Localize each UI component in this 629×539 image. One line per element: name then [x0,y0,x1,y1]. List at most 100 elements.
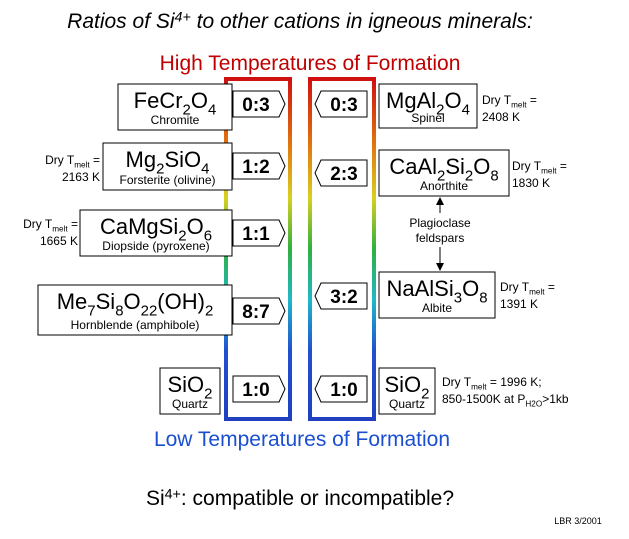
text-part: = [527,93,537,107]
text-line: SiO2 [384,372,429,403]
mineral-box [159,367,221,415]
mineral-name: Hornblende (amphibole) [71,318,200,332]
mineral-box [37,284,233,336]
text-line: Mg2SiO4 [126,147,210,178]
superscript: 4+ [165,487,181,503]
text-line: Dry Tmelt = [23,217,78,234]
mineral-box [378,149,510,197]
subscript: 4 [208,102,216,119]
subscript: 2 [204,386,212,403]
text-part: SiO [384,372,421,397]
mineral-name: Quartz [389,397,425,411]
text-part: 1830 K [512,176,550,190]
text-part: Dry T [500,280,530,294]
text-part: CaAl [389,154,437,179]
text-part: Dry T [482,93,512,107]
text-part: 1665 K [40,234,78,248]
text-part: 2163 K [62,170,100,184]
mineral-name: Spinel [411,111,444,125]
text-part: O [124,289,141,314]
text-part: SiO [167,372,204,397]
ratio-box [232,297,286,325]
text-part: Me [57,289,88,314]
subscript: 7 [87,303,95,320]
text-part: Dry T [45,153,75,167]
text-line: Dry Tmelt = [512,159,567,176]
text-part: Si [96,289,116,314]
text-part: >1kb [542,392,569,406]
text-part: = [557,159,567,173]
text-part: (OH) [157,289,205,314]
ratio: 1:0 [242,380,269,401]
mineral-name: Albite [422,301,452,315]
text-line: 2408 K [482,110,520,124]
mineral-box [378,271,496,319]
text-part: Si [146,487,165,510]
text-line: Dry Tmelt = [482,93,537,110]
ratio: 8:7 [242,302,269,323]
plagioclase-label: Plagioclase [409,216,471,230]
ratio: 1:1 [242,224,270,245]
text-part: = [68,217,78,231]
text-part: : compatible or incompatible? [181,487,454,510]
text-part: Mg [126,147,157,172]
text-part: MgAl [386,88,436,113]
subscript: 8 [479,290,487,307]
text-part: = [545,280,555,294]
text-line: Dry Tmelt = 1996 K; [442,375,542,392]
ratio: 2:3 [330,164,357,185]
ratio-box [314,282,368,310]
text-part: = [90,153,100,167]
column-right [308,77,376,421]
subscript: melt [52,225,68,234]
subscript: melt [471,383,487,392]
subscript: 2 [465,168,473,185]
mineral-box [79,209,233,257]
text-part: Dry T [23,217,53,231]
subscript: 4 [462,102,470,119]
mineral-box [102,142,233,191]
text-line: SiO2 [167,372,212,403]
mineral-name: Chromite [151,113,200,127]
ratio-box [232,219,286,247]
subscript: melt [541,167,557,176]
text-part: CaMgSi [100,214,178,239]
text-part: FeCr [134,88,183,113]
high-label: High Temperatures of Formation [160,52,461,75]
text-line: Dry Tmelt = [500,280,555,297]
text-part: O [462,276,479,301]
text-part: Ratios of Si [67,10,176,33]
mineral-box [117,83,233,131]
text-part: Dry T [512,159,542,173]
text-line: CaAl2Si2O8 [389,154,498,185]
text-line: MgAl2O4 [386,88,470,119]
subscript: 2 [156,161,164,178]
text-part: = 1996 K; [487,375,542,389]
mineral-name: Anorthite [420,179,468,193]
subscript: 2 [205,303,213,320]
ratio-box [314,159,368,187]
text-line: FeCr2O4 [134,88,217,119]
text-part: O [191,88,208,113]
subscript: 2 [178,228,186,245]
text-part: 2408 K [482,110,520,124]
mineral-name: Quartz [172,397,208,411]
column-left [224,77,292,421]
subscript: 6 [204,228,212,245]
credit: LBR 3/2001 [554,516,602,526]
ratio: 1:2 [242,157,269,178]
text-line: Dry Tmelt = [45,153,100,170]
ratio-box [232,152,286,180]
superscript: 4+ [175,10,191,26]
subscript: 22 [141,303,158,320]
text-part: to other cations in igneous minerals: [191,10,533,33]
subscript: 8 [490,168,498,185]
subscript: melt [529,288,545,297]
ratio-box [314,375,368,403]
text-line: 850-1500K at PH2O>1kb [442,392,569,409]
ratio: 0:3 [330,95,357,116]
mineral-box [378,367,436,415]
text-line: 2163 K [62,170,100,184]
subscript: 2 [437,168,445,185]
